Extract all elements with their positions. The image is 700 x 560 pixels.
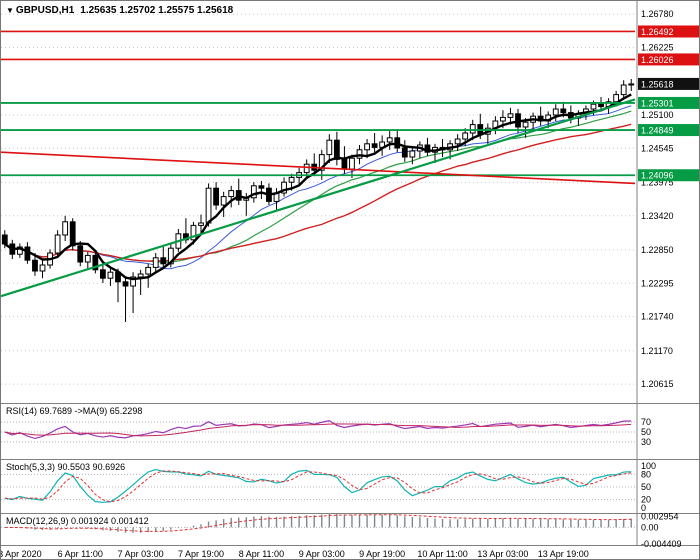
price-tick-label: 1.21740	[641, 312, 674, 322]
candle	[379, 135, 386, 156]
candle	[628, 79, 635, 91]
candle	[258, 181, 265, 199]
candle	[326, 134, 333, 163]
rsi-axis-label: 30	[641, 437, 651, 447]
stoch-axis-label: 80	[641, 469, 651, 479]
price-badge	[638, 25, 699, 38]
rsi-axis-label: 70	[641, 417, 651, 427]
candle	[416, 141, 423, 159]
ma-line-20	[4, 110, 632, 263]
candle	[552, 104, 559, 121]
candle	[62, 215, 69, 241]
price-badge	[638, 53, 699, 66]
price-badge-label: 1.26492	[641, 27, 674, 37]
grid-layer	[1, 13, 635, 385]
price-tick-label: 1.25100	[641, 110, 674, 120]
candle	[250, 182, 257, 203]
price-tick-label: 1.22295	[641, 278, 674, 288]
time-label: 9 Apr 03:00	[299, 549, 345, 559]
stoch-axis-label: 50	[641, 482, 651, 492]
descending-resistance-trendline[interactable]	[1, 151, 636, 185]
rsi-ma-line	[4, 423, 632, 437]
ma-line-5	[4, 93, 632, 281]
candle	[530, 112, 537, 130]
candle	[198, 214, 204, 235]
price-badge	[638, 96, 699, 109]
price-badge-label: 1.25618	[641, 79, 674, 89]
stoch-signal-line	[4, 470, 632, 503]
candle	[39, 260, 46, 279]
candle	[107, 267, 114, 286]
price-badge	[638, 124, 699, 137]
price-tick-label: 1.22850	[641, 245, 674, 255]
candle	[32, 253, 38, 276]
candle	[84, 251, 91, 270]
macd-axis-label: -0.004409	[641, 539, 682, 549]
macd-axis-label: 0.002954	[641, 511, 679, 521]
price-badge	[638, 169, 699, 182]
time-axis[interactable]	[1, 546, 637, 559]
time-label: 13 Apr 19:00	[538, 549, 589, 559]
macd-signal-line	[4, 514, 632, 532]
stoch-axis-label: 0	[641, 503, 646, 513]
time-label: 7 Apr 19:00	[178, 549, 224, 559]
stoch-main-line	[4, 468, 632, 503]
ascending-support-trendline[interactable]	[1, 98, 636, 298]
rsi-line	[4, 420, 632, 440]
candle	[160, 247, 167, 269]
stoch-axis-label: 100	[641, 461, 656, 471]
candle	[54, 230, 61, 257]
price-tick-label: 1.21170	[641, 346, 673, 356]
candle	[281, 177, 287, 197]
candle	[371, 133, 378, 153]
time-label: 10 Apr 11:00	[417, 549, 467, 559]
time-label: 6 Apr 11:00	[58, 549, 103, 559]
price-badge-label: 1.26026	[641, 55, 674, 65]
candle	[213, 182, 220, 210]
candle	[333, 131, 340, 166]
candle	[220, 191, 227, 217]
candle	[537, 106, 544, 126]
stoch-axis-label: 20	[641, 495, 651, 505]
candle	[492, 116, 499, 135]
candle	[145, 263, 152, 288]
time-label: 8 Apr 11:00	[239, 549, 284, 559]
price-tick-label: 1.23420	[641, 211, 674, 221]
candle	[152, 253, 159, 273]
candle	[92, 250, 99, 274]
price-tick-label: 1.26780	[641, 9, 674, 19]
price-badge-label: 1.24096	[641, 171, 674, 181]
ma-line-34	[4, 123, 632, 262]
time-label: 7 Apr 03:00	[118, 549, 164, 559]
candle	[409, 146, 416, 165]
candle	[16, 243, 23, 258]
candle	[620, 80, 627, 100]
candle	[228, 185, 235, 208]
time-label: 13 Apr 03:00	[477, 549, 528, 559]
price-tick-label: 1.20615	[641, 379, 674, 389]
candle	[99, 262, 106, 283]
candle	[122, 277, 129, 322]
price-tick-label: 1.26225	[641, 43, 674, 53]
candle	[77, 241, 84, 267]
macd-histogram	[11, 513, 632, 533]
candle	[401, 140, 408, 162]
price-tick-label: 1.23975	[641, 178, 674, 188]
price-badge-label: 1.24849	[641, 126, 674, 136]
candle	[137, 269, 144, 295]
price-badge	[638, 77, 699, 90]
candle	[454, 134, 461, 151]
candle	[394, 129, 401, 153]
time-label: 9 Apr 19:00	[359, 549, 405, 559]
price-axis[interactable]	[635, 1, 699, 546]
rsi-axis-label: 50	[641, 427, 651, 437]
macd-axis-label: 0.00	[641, 522, 659, 532]
time-label: 3 Apr 2020	[1, 549, 42, 559]
price-tick-label: 1.24545	[641, 143, 674, 153]
candle	[424, 137, 431, 156]
price-badge-label: 1.25301	[641, 98, 674, 108]
candle	[386, 130, 393, 150]
